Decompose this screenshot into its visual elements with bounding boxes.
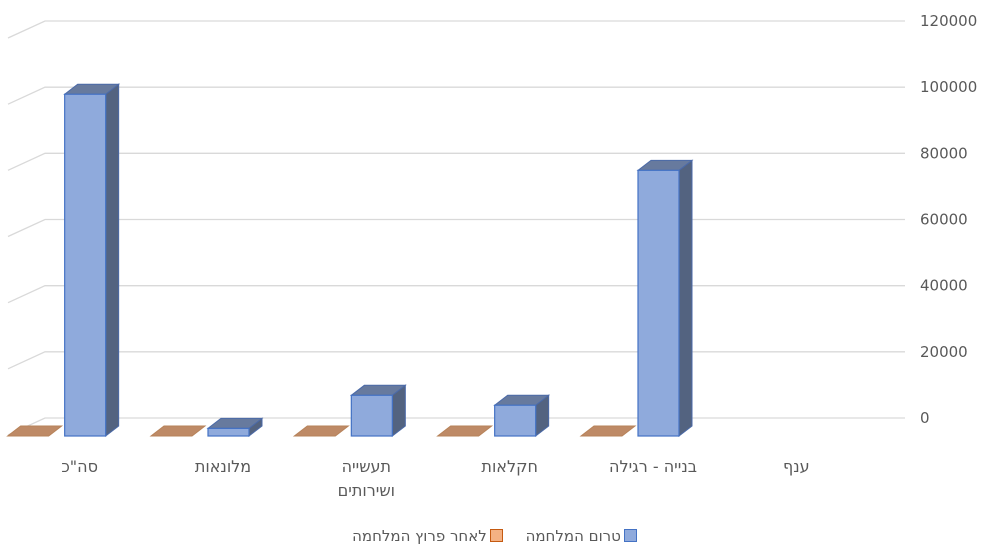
bar-front <box>64 93 107 437</box>
bar-front <box>350 394 393 437</box>
gridline <box>7 86 905 105</box>
gridline <box>7 20 905 39</box>
bars <box>6 83 694 438</box>
bar-series-1 <box>206 417 264 438</box>
x-category-label: ענף <box>783 457 810 476</box>
x-category-label: תעשייה <box>342 457 391 476</box>
bar-side <box>678 159 693 438</box>
bar-series-1 <box>493 394 551 438</box>
legend-item-series-2: לאחר פרוץ המלחמה <box>352 527 503 545</box>
bar-series-1 <box>636 159 694 438</box>
y-tick-label: 40000 <box>920 277 968 295</box>
y-axis-ticks: 0 20000 40000 60000 80000 100000 120000 <box>920 12 977 427</box>
gridlines <box>7 20 905 436</box>
bar-series-2 <box>6 425 64 437</box>
x-category-label: בנייה - רגילה <box>609 457 697 476</box>
gridline <box>7 218 905 238</box>
bar-series-1 <box>63 83 121 438</box>
y-tick-label: 0 <box>920 409 930 427</box>
legend-label-series-2: לאחר פרוץ המלחמה <box>352 527 487 545</box>
bar-front <box>207 427 250 437</box>
bar-series-2 <box>579 425 637 437</box>
x-category-label: ושירותים <box>338 481 395 500</box>
x-category-label: מלונאות <box>195 457 251 476</box>
y-tick-label: 20000 <box>920 343 968 361</box>
y-tick-label: 100000 <box>920 78 977 96</box>
bar-series-2 <box>292 425 350 437</box>
y-tick-label: 60000 <box>920 211 968 229</box>
bar-side <box>105 83 120 438</box>
bar-front <box>494 404 537 437</box>
y-tick-label: 120000 <box>920 12 977 30</box>
gridline <box>7 285 905 304</box>
bar-front <box>637 169 680 437</box>
y-tick-label: 80000 <box>920 144 968 162</box>
bar-series-2 <box>436 425 494 437</box>
gridline <box>7 351 905 370</box>
x-category-label: חקלאות <box>481 457 537 476</box>
legend-swatch-series-1 <box>623 529 637 542</box>
bar-series-2 <box>149 425 207 437</box>
chart: 0 20000 40000 60000 80000 100000 120000 ענף בני… <box>6 12 977 500</box>
legend-label-series-1: טרום המלחמה <box>525 527 621 545</box>
legend: טרום המלחמה לאחר פרוץ המלחמה <box>0 527 989 545</box>
x-category-label: סה"כ <box>61 457 98 476</box>
x-axis-categories: ענף בנייה - רגילה חקלאות תעשייה ושירותים מלונ… <box>61 457 809 500</box>
legend-swatch-series-2 <box>489 529 503 542</box>
gridline <box>7 152 905 171</box>
bar-series-1 <box>349 384 407 438</box>
legend-item-series-1: טרום המלחמה <box>526 527 637 545</box>
